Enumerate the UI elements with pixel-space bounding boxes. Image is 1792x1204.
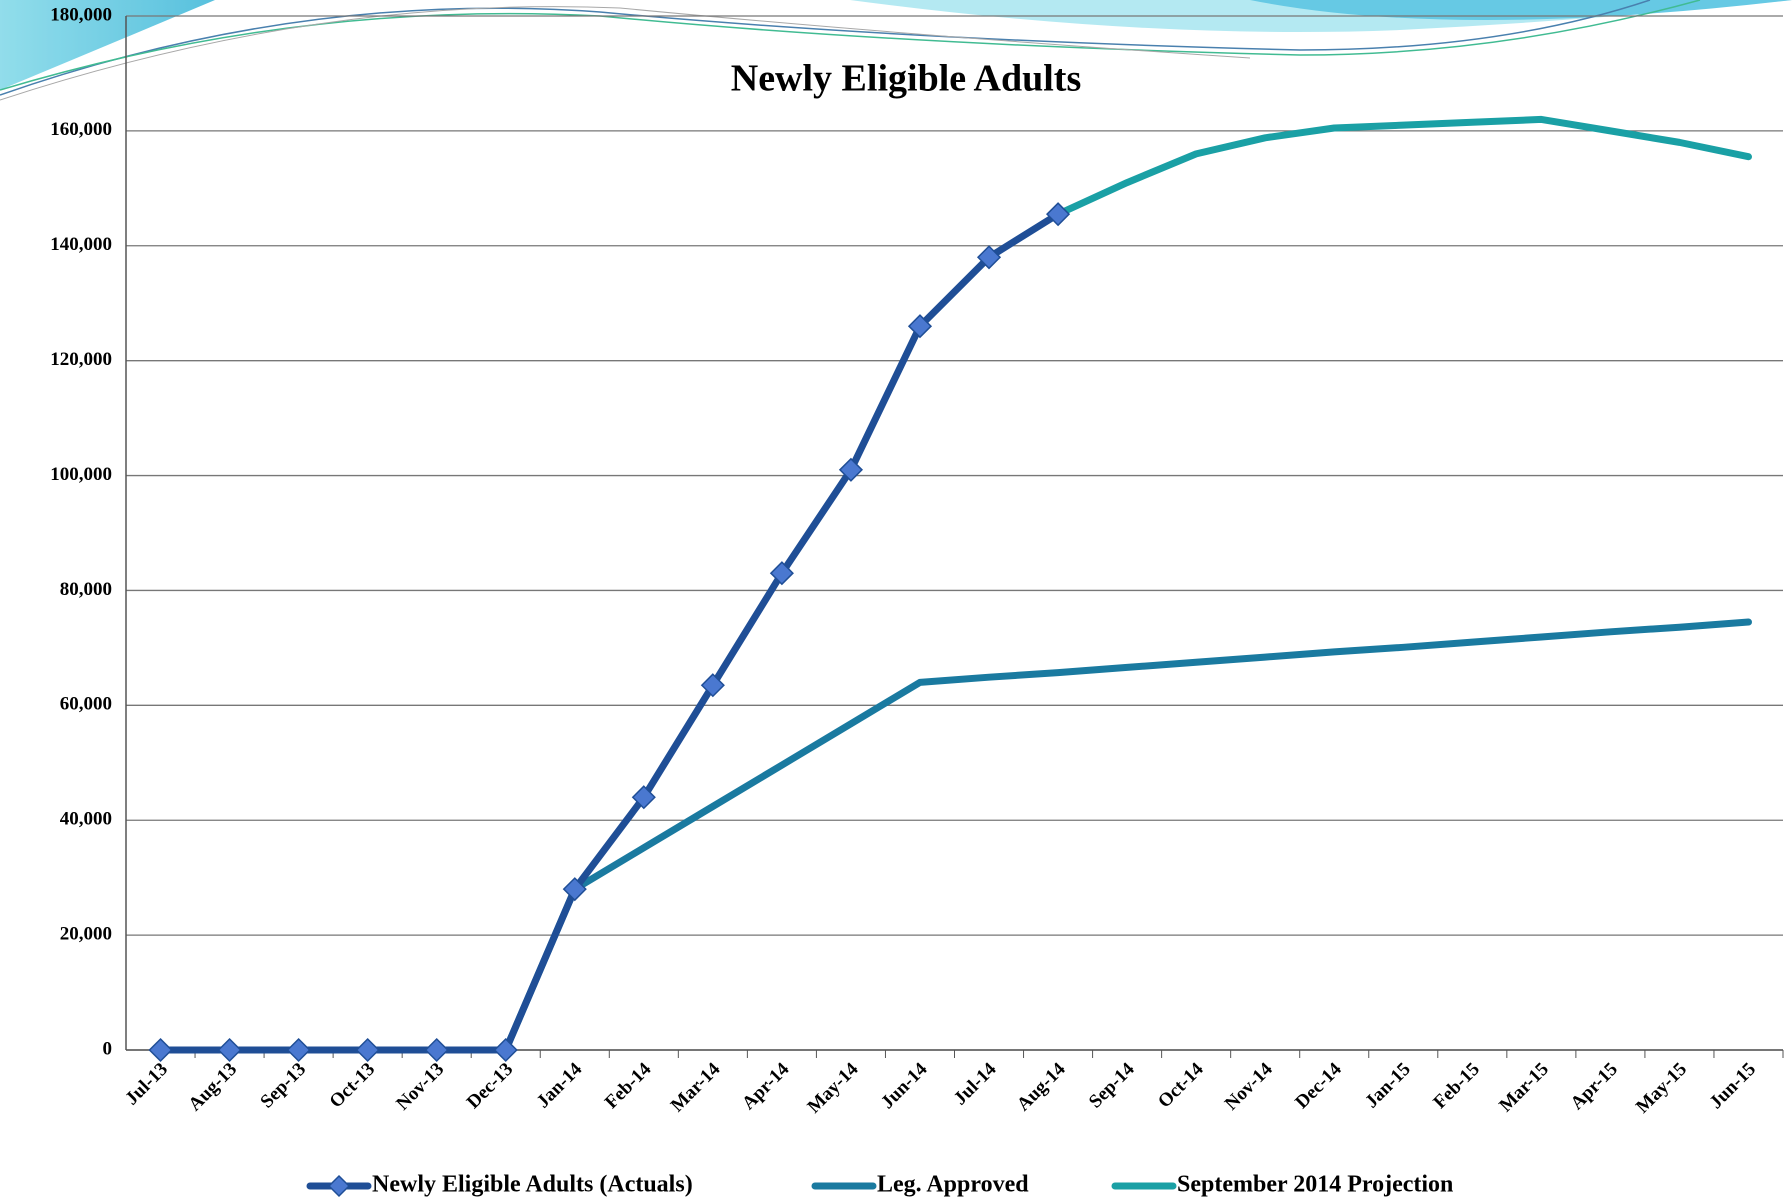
x-tick-label: Feb-15: [1429, 1059, 1483, 1113]
y-tick-label: 120,000: [50, 349, 112, 370]
y-tick-label: 80,000: [60, 579, 112, 600]
y-tick-label: 100,000: [50, 464, 112, 485]
y-tick-label: 180,000: [50, 4, 112, 25]
x-tick-label: Feb-14: [601, 1058, 656, 1113]
legend-label: Newly Eligible Adults (Actuals): [372, 1172, 693, 1198]
y-tick-label: 20,000: [60, 923, 112, 944]
x-tick-label: Nov-14: [1221, 1058, 1277, 1114]
series-line: [1058, 119, 1748, 214]
data-point: [357, 1039, 379, 1061]
y-tick-label: 40,000: [60, 809, 112, 830]
data-point: [219, 1039, 241, 1061]
y-tick-label: 140,000: [50, 234, 112, 255]
legend-label: September 2014 Projection: [1177, 1172, 1453, 1198]
series-line: [161, 214, 1059, 1050]
y-tick-label: 0: [103, 1038, 113, 1059]
x-tick-label: Aug-14: [1013, 1058, 1070, 1115]
x-tick-label: Jun-14: [877, 1058, 932, 1113]
chart: Newly Eligible Adults 0 20,000 40,000 60,00…: [0, 0, 1792, 1204]
x-tick-label: Jul-13: [121, 1059, 172, 1110]
x-tick-label: Jul-14: [950, 1058, 1001, 1109]
legend-marker: [329, 1176, 349, 1196]
x-tick-label: May-15: [1632, 1059, 1691, 1118]
x-tick-label: Sep-13: [256, 1059, 310, 1113]
data-point: [288, 1039, 310, 1061]
data-point: [495, 1039, 517, 1061]
x-tick-label: Nov-13: [392, 1059, 448, 1115]
x-tick-label: Jun-15: [1706, 1059, 1760, 1113]
data-point: [426, 1039, 448, 1061]
legend-label: Leg. Approved: [877, 1172, 1029, 1198]
x-tick-label: Jan-14: [533, 1058, 587, 1112]
series-line: [161, 622, 1749, 1050]
x-tick-label: Aug-13: [184, 1059, 241, 1116]
page: {"chart_data": {"type": "line", "title":…: [0, 0, 1792, 1204]
x-tick-label: Dec-13: [463, 1059, 517, 1113]
chart-title: Newly Eligible Adults: [731, 58, 1082, 100]
x-tick-label: Oct-14: [1154, 1058, 1208, 1112]
x-tick-label: Dec-14: [1291, 1058, 1346, 1113]
x-tick-label: May-14: [804, 1058, 863, 1117]
x-tick-label: Jan-15: [1361, 1059, 1415, 1113]
x-tick-label: Apr-15: [1567, 1059, 1622, 1114]
y-tick-label: 60,000: [60, 694, 112, 715]
y-tick-label: 160,000: [50, 119, 112, 140]
x-tick-label: Mar-14: [667, 1058, 725, 1116]
data-point: [150, 1039, 172, 1061]
x-tick-label: Oct-13: [326, 1059, 380, 1113]
x-tick-label: Mar-15: [1495, 1059, 1553, 1117]
x-tick-label: Sep-14: [1085, 1058, 1139, 1112]
x-tick-label: Apr-14: [738, 1058, 794, 1114]
